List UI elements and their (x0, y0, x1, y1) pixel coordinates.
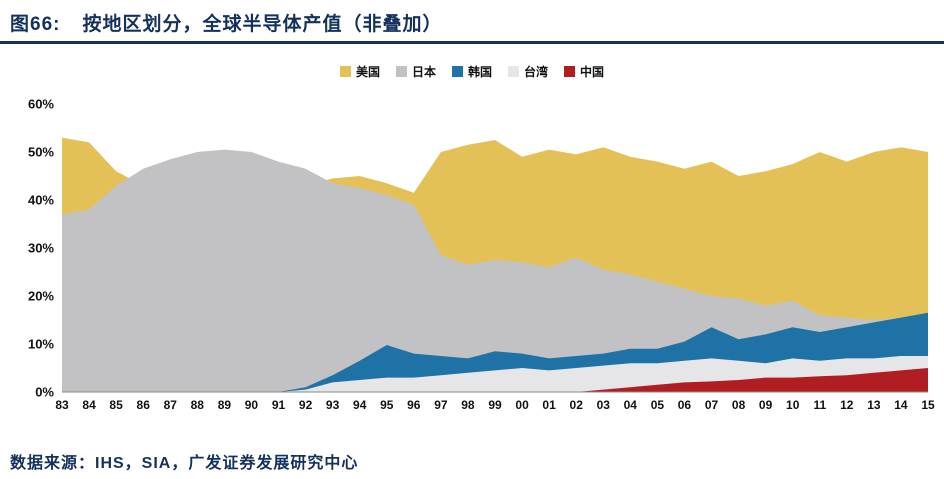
chart-area: 0% 10% 20% 30% 40% 50% 60% 83 84 85 86 87 88 89 90 91 92… (0, 84, 944, 419)
x-tick-label: 85 (109, 398, 123, 412)
x-tick-label: 03 (597, 398, 611, 412)
x-tick-label: 89 (218, 398, 232, 412)
x-tick-label: 15 (921, 398, 935, 412)
x-tick-label: 12 (840, 398, 854, 412)
legend-item-japan: 日本 (395, 63, 436, 80)
figure-number: 图66: (10, 14, 61, 35)
x-tick-label: 02 (570, 398, 584, 412)
x-tick-label: 06 (678, 398, 692, 412)
x-tick-label: 98 (461, 398, 475, 412)
x-tick-label: 01 (542, 398, 556, 412)
figure-header: 图66: 按地区划分，全球半导体产值（非叠加） (0, 0, 944, 44)
x-tick-label: 91 (272, 398, 286, 412)
legend-item-korea: 韩国 (451, 63, 492, 80)
x-tick-label: 86 (137, 398, 151, 412)
x-tick-label: 92 (299, 398, 313, 412)
chart-legend: 美国 日本 韩国 台湾 中国 (0, 62, 944, 80)
legend-label-taiwan: 台湾 (524, 64, 549, 79)
legend-item-taiwan: 台湾 (508, 63, 548, 80)
legend-label-korea: 韩国 (467, 64, 492, 79)
x-tick-label: 90 (245, 398, 259, 412)
x-tick-label: 09 (759, 398, 773, 412)
y-tick-label: 30% (28, 241, 54, 256)
legend-label-japan: 日本 (411, 64, 436, 79)
y-tick-label: 40% (28, 193, 54, 208)
x-tick-label: 08 (732, 398, 746, 412)
data-source: 数据来源：IHS，SIA，广发证券发展研究中心 (10, 455, 359, 472)
x-tick-label: 84 (82, 398, 96, 412)
legend-swatch-china (564, 65, 576, 77)
y-tick-label: 50% (28, 145, 54, 160)
y-tick-label: 0% (35, 385, 54, 400)
y-tick-label: 10% (28, 337, 54, 352)
x-tick-label: 05 (651, 398, 665, 412)
x-tick-label: 07 (705, 398, 719, 412)
page-title: 按地区划分，全球半导体产值（非叠加） (82, 14, 443, 35)
legend-item-china: 中国 (564, 63, 604, 80)
legend-swatch-usa (339, 65, 351, 77)
legend-item-usa: 美国 (339, 63, 380, 80)
x-tick-label: 99 (488, 398, 502, 412)
legend-swatch-korea (451, 65, 463, 77)
x-tick-label: 10 (786, 398, 800, 412)
y-tick-label: 60% (28, 97, 54, 112)
y-tick-label: 20% (28, 289, 54, 304)
legend-swatch-taiwan (508, 65, 519, 77)
x-tick-label: 96 (407, 398, 421, 412)
x-tick-label: 93 (326, 398, 340, 412)
legend-label-usa: 美国 (355, 64, 380, 79)
x-tick-label: 95 (380, 398, 394, 412)
area-series-中国 (62, 368, 928, 392)
x-tick-label: 00 (515, 398, 529, 412)
x-tick-label: 87 (164, 398, 178, 412)
area-chart: 0% 10% 20% 30% 40% 50% 60% 83 84 85 86 87 88 89 90 91 92… (28, 97, 935, 413)
x-tick-label: 13 (867, 398, 881, 412)
x-tick-label: 11 (813, 398, 826, 412)
legend-label-china: 中国 (580, 64, 605, 79)
x-tick-label: 97 (434, 398, 448, 412)
x-tick-label: 14 (894, 398, 908, 412)
x-tick-label: 88 (191, 398, 205, 412)
x-tick-label: 83 (55, 398, 69, 412)
x-tick-label: 04 (624, 398, 638, 412)
x-tick-label: 94 (353, 398, 367, 412)
legend-swatch-japan (395, 65, 407, 77)
